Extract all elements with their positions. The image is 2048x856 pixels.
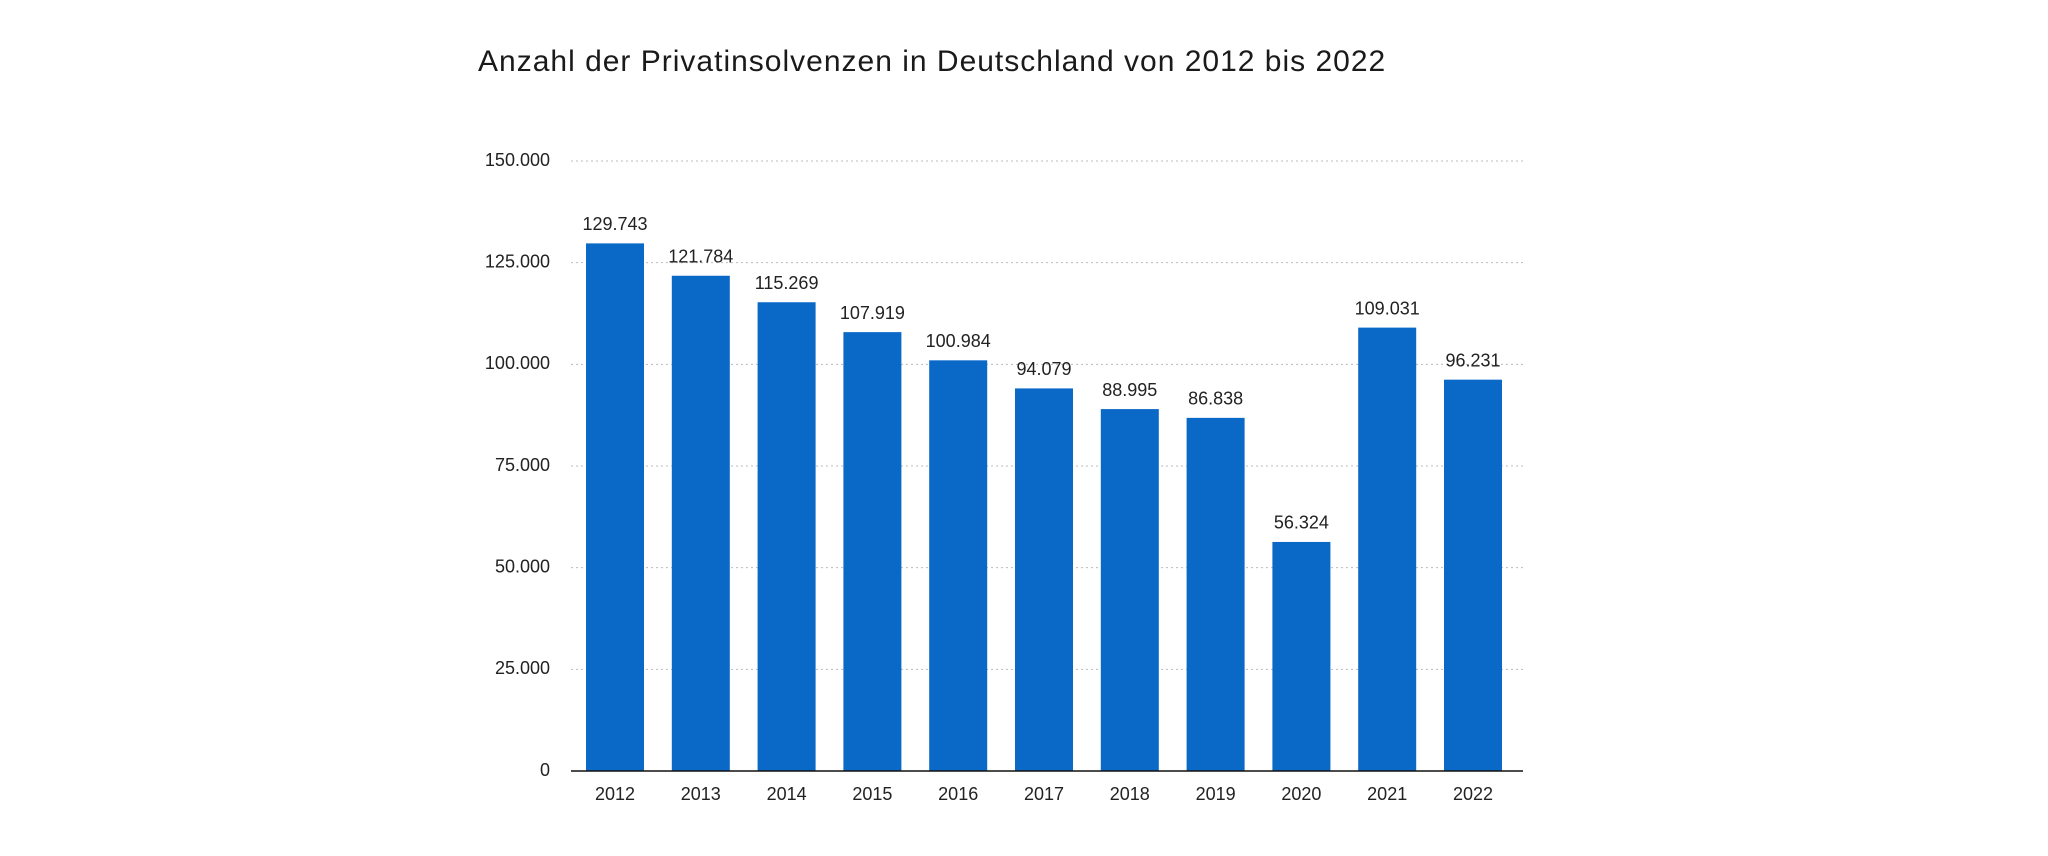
bar <box>586 243 644 771</box>
x-tick-label: 2016 <box>938 784 978 804</box>
y-tick-label: 25.000 <box>495 658 550 678</box>
x-tick-label: 2020 <box>1281 784 1321 804</box>
value-label: 100.984 <box>926 331 991 351</box>
y-tick-label: 75.000 <box>495 455 550 475</box>
value-label: 129.743 <box>582 214 647 234</box>
chart-title: Anzahl der Privatinsolvenzen in Deutschl… <box>478 45 1386 78</box>
bar <box>1272 541 1331 771</box>
bar <box>1100 409 1159 771</box>
bar <box>929 360 988 771</box>
value-label: 121.784 <box>668 246 733 266</box>
value-label: 94.079 <box>1016 359 1071 379</box>
bar <box>843 332 902 771</box>
x-tick-label: 2022 <box>1453 784 1493 804</box>
bar <box>1358 327 1417 771</box>
value-label: 96.231 <box>1445 350 1500 370</box>
value-label: 86.838 <box>1188 389 1243 409</box>
y-tick-label: 150.000 <box>485 150 550 170</box>
bar <box>671 275 730 771</box>
value-label: 115.269 <box>755 273 819 293</box>
y-tick-label: 125.000 <box>485 251 550 271</box>
bar <box>1015 388 1073 771</box>
y-tick-label: 100.000 <box>485 353 550 373</box>
x-tick-label: 2017 <box>1024 784 1064 804</box>
x-tick-label: 2021 <box>1367 784 1407 804</box>
bar <box>757 302 816 771</box>
y-tick-label: 0 <box>540 760 550 780</box>
x-tick-label: 2015 <box>852 784 892 804</box>
x-tick-label: 2013 <box>681 784 721 804</box>
value-label: 107.919 <box>840 303 905 323</box>
x-tick-label: 2012 <box>595 784 635 804</box>
x-tick-label: 2014 <box>767 784 807 804</box>
value-label: 56.324 <box>1274 513 1329 533</box>
x-tick-label: 2019 <box>1196 784 1236 804</box>
y-tick-label: 50.000 <box>495 556 550 576</box>
value-label: 88.995 <box>1102 380 1157 400</box>
x-tick-label: 2018 <box>1110 784 1150 804</box>
bar <box>1186 417 1245 771</box>
bar <box>1444 379 1502 771</box>
value-label: 109.031 <box>1355 298 1420 318</box>
